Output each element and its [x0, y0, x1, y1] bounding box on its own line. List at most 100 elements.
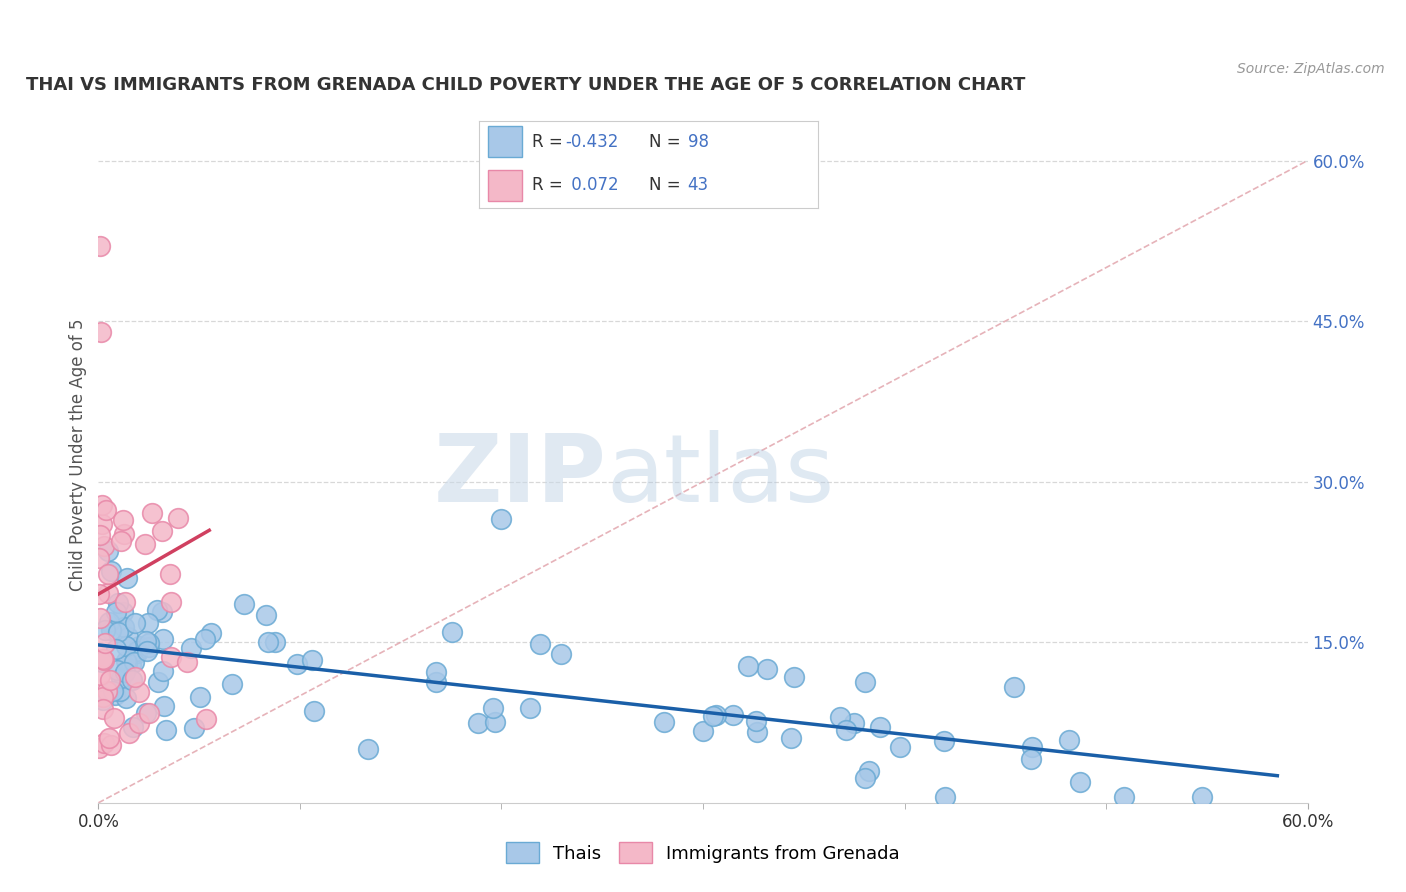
Point	[117, 725, 139, 739]
Point	[1112, 790, 1135, 805]
Point	[125, 644, 148, 658]
Point	[482, 701, 505, 715]
Point	[124, 616, 146, 631]
Point	[115, 691, 138, 706]
Point	[835, 723, 858, 737]
Point	[101, 683, 124, 698]
Point	[93, 623, 115, 637]
Point	[188, 690, 211, 704]
Point	[135, 643, 157, 657]
Point	[128, 685, 150, 699]
Point	[89, 740, 111, 755]
Point	[124, 670, 146, 684]
Point	[1021, 752, 1043, 766]
Text: Source: ZipAtlas.com: Source: ZipAtlas.com	[1237, 62, 1385, 77]
Point	[100, 739, 122, 753]
Legend: Thais, Immigrants from Grenada: Thais, Immigrants from Grenada	[499, 835, 907, 871]
Point	[114, 665, 136, 679]
Point	[167, 511, 190, 525]
Point	[91, 517, 114, 532]
Point	[194, 712, 217, 726]
Point	[128, 716, 150, 731]
Point	[134, 537, 156, 551]
Point	[121, 721, 143, 735]
Text: atlas: atlas	[606, 430, 835, 522]
Point	[90, 498, 112, 512]
Point	[702, 709, 724, 723]
Point	[135, 634, 157, 648]
Point	[200, 625, 222, 640]
Point	[152, 632, 174, 647]
Point	[122, 655, 145, 669]
Point	[440, 624, 463, 639]
Point	[105, 664, 128, 678]
Point	[128, 639, 150, 653]
Point	[855, 771, 877, 785]
Point	[934, 790, 956, 805]
Point	[98, 673, 121, 687]
Point	[755, 662, 778, 676]
Point	[93, 539, 115, 553]
Point	[155, 723, 177, 737]
Point	[704, 707, 727, 722]
Point	[112, 513, 135, 527]
Point	[93, 653, 115, 667]
Point	[115, 570, 138, 584]
Point	[121, 673, 143, 687]
Point	[100, 564, 122, 578]
Point	[115, 654, 138, 668]
Point	[1057, 733, 1080, 747]
Point	[138, 640, 160, 654]
Text: ZIP: ZIP	[433, 430, 606, 522]
Point	[254, 607, 277, 622]
Point	[159, 567, 181, 582]
Point	[180, 640, 202, 655]
Point	[107, 596, 129, 610]
Text: THAI VS IMMIGRANTS FROM GRENADA CHILD POVERTY UNDER THE AGE OF 5 CORRELATION CHA: THAI VS IMMIGRANTS FROM GRENADA CHILD PO…	[25, 77, 1025, 95]
Point	[721, 708, 744, 723]
Point	[692, 724, 714, 739]
Point	[104, 605, 127, 619]
Point	[94, 503, 117, 517]
Point	[112, 527, 135, 541]
Point	[263, 634, 285, 648]
Point	[221, 677, 243, 691]
Point	[853, 675, 876, 690]
Point	[302, 704, 325, 718]
Point	[152, 605, 174, 619]
Point	[89, 551, 111, 566]
Point	[745, 714, 768, 728]
Point	[1191, 790, 1213, 805]
Point	[115, 640, 138, 654]
Point	[114, 595, 136, 609]
Point	[138, 636, 160, 650]
Point	[858, 764, 880, 779]
Point	[125, 646, 148, 660]
Point	[425, 665, 447, 679]
Point	[152, 664, 174, 678]
Point	[145, 603, 167, 617]
Point	[160, 595, 183, 609]
Point	[737, 658, 759, 673]
Point	[90, 325, 112, 339]
Y-axis label: Child Poverty Under the Age of 5: Child Poverty Under the Age of 5	[69, 318, 87, 591]
Point	[110, 533, 132, 548]
Point	[138, 706, 160, 720]
Point	[89, 611, 111, 625]
Point	[1069, 775, 1091, 789]
Point	[103, 711, 125, 725]
Point	[467, 715, 489, 730]
Point	[232, 597, 254, 611]
Point	[110, 671, 132, 685]
Point	[193, 632, 215, 647]
Point	[100, 624, 122, 638]
Point	[89, 239, 111, 253]
Point	[94, 636, 117, 650]
Point	[780, 731, 803, 745]
Point	[91, 702, 114, 716]
Point	[183, 722, 205, 736]
Point	[107, 625, 129, 640]
Point	[112, 605, 135, 619]
Point	[91, 652, 114, 666]
Point	[91, 690, 114, 704]
